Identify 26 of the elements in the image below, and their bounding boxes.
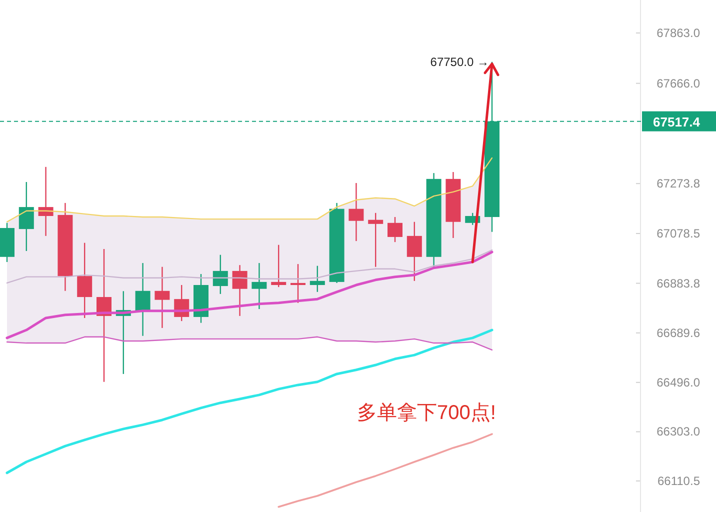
y-tick-label: 66303.0 — [656, 424, 700, 439]
candlestick — [212, 254, 228, 295]
annotation: 67750.0 → — [430, 54, 489, 69]
candlestick — [232, 264, 248, 317]
candlestick — [406, 221, 422, 282]
y-tick-label: 67666.0 — [656, 76, 700, 90]
candlestick — [388, 216, 402, 243]
candlestick — [271, 244, 286, 288]
y-tick-label: 66883.8 — [656, 276, 700, 290]
y-tick-label: 67863.0 — [656, 26, 700, 40]
candlestick — [18, 181, 34, 252]
candlestick — [368, 212, 384, 268]
candlestick — [290, 263, 306, 304]
candlestick — [135, 262, 150, 336]
candlestick — [252, 262, 267, 310]
y-tick-label: 66496.0 — [656, 375, 700, 390]
candlestick — [348, 182, 364, 242]
y-tick-label: 66689.6 — [656, 326, 700, 340]
ref-line-label: 67517.4 — [653, 114, 701, 130]
candlestick — [154, 266, 170, 329]
y-tick-label: 66110.5 — [658, 474, 700, 488]
y-tick-label: 67273.8 — [656, 176, 700, 191]
candlestick — [77, 242, 92, 319]
y-tick-label: 67078.5 — [656, 226, 700, 241]
annotation: 多单拿下700点! — [357, 402, 496, 424]
candlestick — [310, 265, 325, 293]
